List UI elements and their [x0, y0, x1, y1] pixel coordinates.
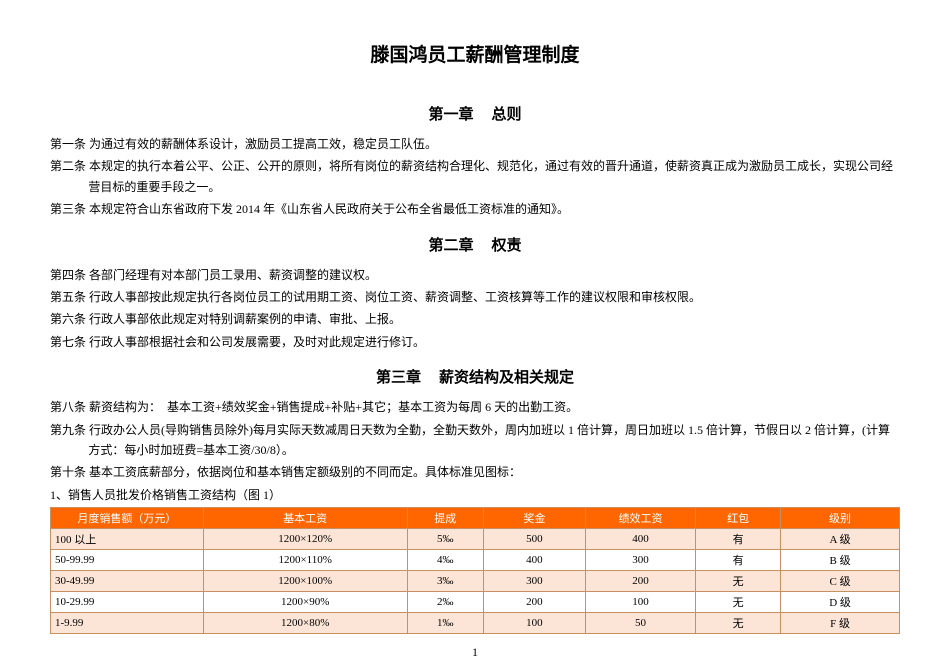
- salary-table-header-cell: 月度销售额（万元）: [51, 508, 204, 529]
- salary-table-header-cell: 奖金: [483, 508, 585, 529]
- table-cell: 50-99.99: [51, 550, 204, 571]
- table-cell: 100: [483, 613, 585, 634]
- table-cell: 500: [483, 529, 585, 550]
- table-cell: 无: [696, 592, 781, 613]
- chapter-2-title: 第二章 权责: [50, 234, 900, 255]
- table-cell: 300: [585, 550, 695, 571]
- table-cell: A 级: [781, 529, 900, 550]
- table-cell: 400: [483, 550, 585, 571]
- table-cell: C 级: [781, 571, 900, 592]
- table-row: 30-49.991200×100%3‰300200无C 级: [51, 571, 900, 592]
- article-10: 第十条 基本工资底薪部分，依据岗位和基本销售定额级别的不同而定。具体标准见图标：: [50, 462, 900, 482]
- table-cell: 300: [483, 571, 585, 592]
- salary-table-header-cell: 红包: [696, 508, 781, 529]
- table-cell: 4‰: [407, 550, 483, 571]
- table-cell: 无: [696, 613, 781, 634]
- table-row: 10-29.991200×90%2‰200100无D 级: [51, 592, 900, 613]
- table-cell: 1-9.99: [51, 613, 204, 634]
- article-8: 第八条 薪资结构为： 基本工资+绩效奖金+销售提成+补贴+其它；基本工资为每周 …: [50, 397, 900, 417]
- table-cell: 400: [585, 529, 695, 550]
- salary-table-header-cell: 绩效工资: [585, 508, 695, 529]
- article-5: 第五条 行政人事部按此规定执行各岗位员工的试用期工资、岗位工资、薪资调整、工资核…: [50, 287, 900, 307]
- table-cell: 50: [585, 613, 695, 634]
- article-2: 第二条 本规定的执行本着公平、公正、公开的原则，将所有岗位的薪资结构合理化、规范…: [50, 156, 900, 197]
- article-9: 第九条 行政办公人员(导购销售员除外)每月实际天数减周日天数为全勤，全勤天数外，…: [50, 420, 900, 461]
- table-cell: 1200×90%: [203, 592, 407, 613]
- chapter-1-label-b: 总则: [492, 106, 522, 123]
- salary-table-body: 100 以上1200×120%5‰500400有A 级50-99.991200×…: [51, 529, 900, 634]
- article-6: 第六条 行政人事部依此规定对特别调薪案例的申请、审批、上报。: [50, 309, 900, 329]
- table-intro: 1、销售人员批发价格销售工资结构（图 1）: [50, 485, 900, 505]
- article-4: 第四条 各部门经理有对本部门员工录用、薪资调整的建议权。: [50, 265, 900, 285]
- table-cell: 100: [585, 592, 695, 613]
- chapter-2-label-b: 权责: [492, 237, 522, 254]
- table-cell: 有: [696, 529, 781, 550]
- table-cell: 有: [696, 550, 781, 571]
- table-row: 50-99.991200×110%4‰400300有B 级: [51, 550, 900, 571]
- article-1: 第一条 为通过有效的薪酬体系设计，激励员工提高工效，稳定员工队伍。: [50, 134, 900, 154]
- chapter-1-label-a: 第一章: [428, 106, 473, 123]
- table-row: 1-9.991200×80%1‰10050无F 级: [51, 613, 900, 634]
- table-row: 100 以上1200×120%5‰500400有A 级: [51, 529, 900, 550]
- salary-table-header-row: 月度销售额（万元）基本工资提成奖金绩效工资红包级别: [51, 508, 900, 529]
- salary-table-header-cell: 基本工资: [203, 508, 407, 529]
- salary-table-header-cell: 提成: [407, 508, 483, 529]
- table-cell: F 级: [781, 613, 900, 634]
- table-cell: 100 以上: [51, 529, 204, 550]
- chapter-1-title: 第一章 总则: [50, 103, 900, 124]
- chapter-3-label-b: 薪资结构及相关规定: [439, 369, 574, 386]
- table-cell: 1200×120%: [203, 529, 407, 550]
- table-cell: 200: [483, 592, 585, 613]
- chapter-2-label-a: 第二章: [428, 237, 473, 254]
- salary-table-header-cell: 级别: [781, 508, 900, 529]
- table-cell: 1200×110%: [203, 550, 407, 571]
- table-cell: 30-49.99: [51, 571, 204, 592]
- page-number: 1: [0, 645, 950, 660]
- chapter-3-label-a: 第三章: [376, 369, 421, 386]
- table-cell: 3‰: [407, 571, 483, 592]
- table-cell: 1‰: [407, 613, 483, 634]
- table-cell: 200: [585, 571, 695, 592]
- table-cell: B 级: [781, 550, 900, 571]
- table-cell: 10-29.99: [51, 592, 204, 613]
- table-cell: 无: [696, 571, 781, 592]
- table-cell: 5‰: [407, 529, 483, 550]
- salary-table-head: 月度销售额（万元）基本工资提成奖金绩效工资红包级别: [51, 508, 900, 529]
- article-7: 第七条 行政人事部根据社会和公司发展需要，及时对此规定进行修订。: [50, 332, 900, 352]
- doc-title: 滕国鸿员工薪酬管理制度: [50, 40, 900, 67]
- table-cell: 1200×80%: [203, 613, 407, 634]
- chapter-3-title: 第三章 薪资结构及相关规定: [50, 366, 900, 387]
- article-3: 第三条 本规定符合山东省政府下发 2014 年《山东省人民政府关于公布全省最低工…: [50, 199, 900, 219]
- table-cell: 2‰: [407, 592, 483, 613]
- salary-table: 月度销售额（万元）基本工资提成奖金绩效工资红包级别 100 以上1200×120…: [50, 507, 900, 634]
- table-cell: D 级: [781, 592, 900, 613]
- table-cell: 1200×100%: [203, 571, 407, 592]
